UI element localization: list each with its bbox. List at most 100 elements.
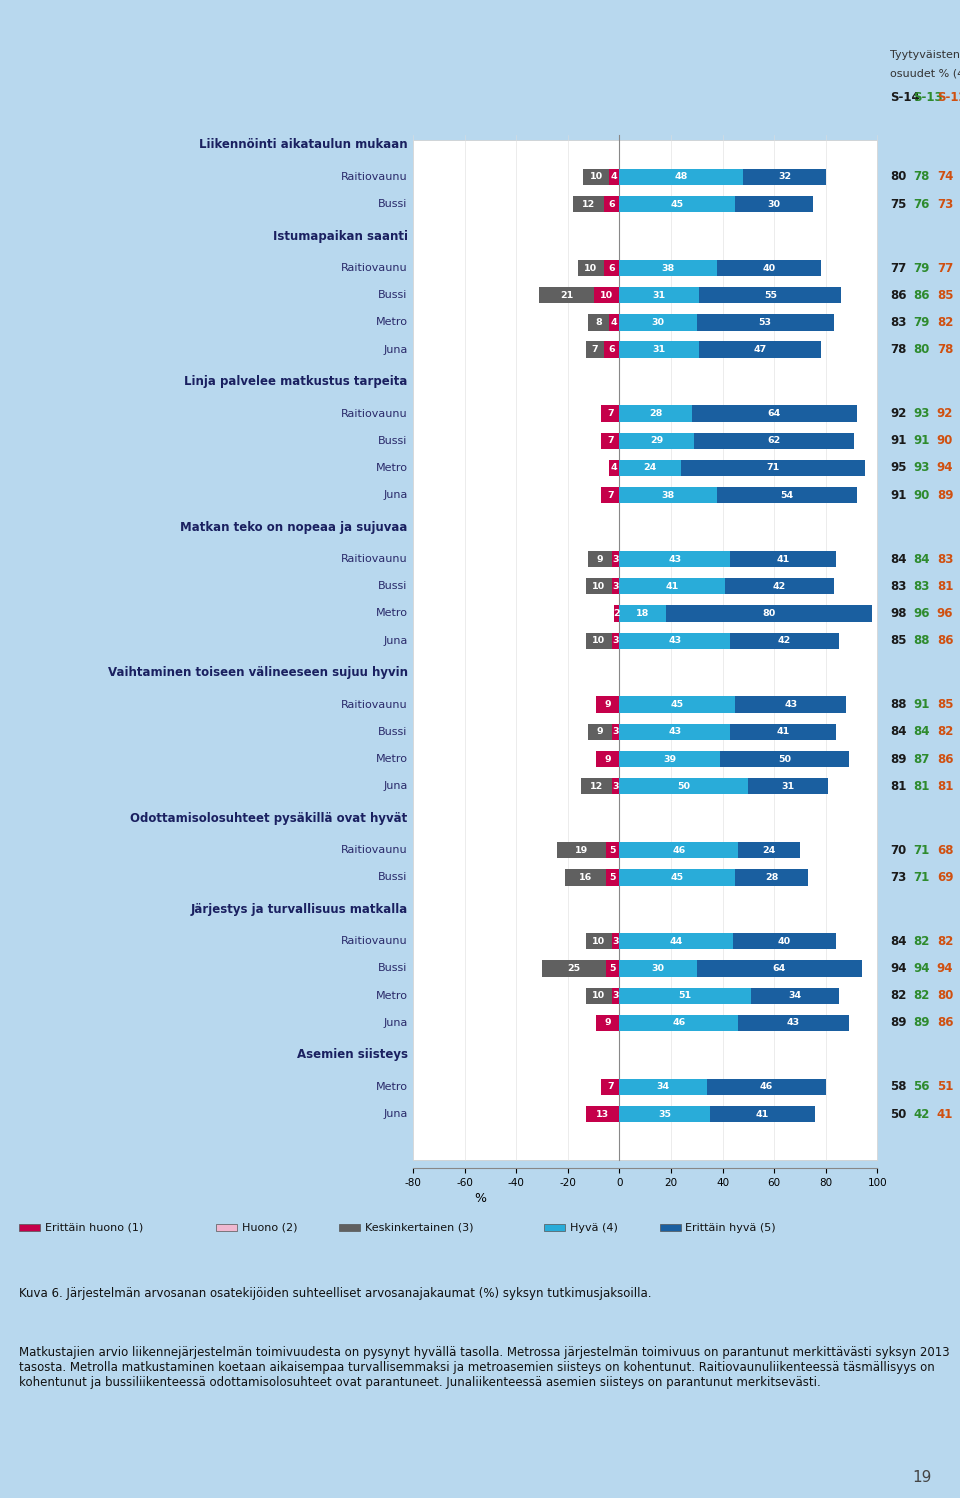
Text: 41: 41 <box>665 581 679 590</box>
Text: 80: 80 <box>762 610 776 619</box>
Text: 62: 62 <box>768 436 780 445</box>
Text: 82: 82 <box>914 989 930 1002</box>
Text: 38: 38 <box>661 491 675 500</box>
Text: 64: 64 <box>768 409 780 418</box>
Text: Metro: Metro <box>375 318 408 328</box>
Text: 5: 5 <box>610 965 616 974</box>
Bar <box>588 315 619 331</box>
Bar <box>558 842 619 858</box>
Text: S-13: S-13 <box>914 91 943 105</box>
Text: 24: 24 <box>644 463 657 472</box>
Text: 42: 42 <box>773 581 786 590</box>
Bar <box>731 724 836 740</box>
Bar <box>619 777 749 794</box>
Bar <box>619 1106 709 1122</box>
Text: 45: 45 <box>671 700 684 709</box>
Text: Vaihtaminen toiseen välineeseen sujuu hyvin: Vaihtaminen toiseen välineeseen sujuu hy… <box>108 667 408 679</box>
Bar <box>604 342 619 358</box>
Bar <box>601 406 619 422</box>
Text: Bussi: Bussi <box>378 581 408 592</box>
Text: Istumapaikan saanti: Istumapaikan saanti <box>273 229 408 243</box>
Text: 77: 77 <box>890 262 906 274</box>
Text: 42: 42 <box>914 1107 930 1121</box>
Text: 19: 19 <box>575 846 588 855</box>
Text: 31: 31 <box>781 782 795 791</box>
Bar <box>596 1014 619 1031</box>
Text: 92: 92 <box>937 407 953 419</box>
Text: 50: 50 <box>890 1107 906 1121</box>
Text: 29: 29 <box>650 436 663 445</box>
Text: 43: 43 <box>668 728 682 737</box>
Text: 10: 10 <box>592 581 605 590</box>
Text: 24: 24 <box>762 846 776 855</box>
Text: 9: 9 <box>597 554 603 563</box>
Bar <box>697 960 862 977</box>
Text: 2: 2 <box>613 610 620 619</box>
Text: Liikennöinti aikataulun mukaan: Liikennöinti aikataulun mukaan <box>199 138 408 151</box>
Text: 78: 78 <box>937 343 953 357</box>
Text: 68: 68 <box>937 843 953 857</box>
Text: 74: 74 <box>937 171 953 183</box>
Bar <box>691 406 856 422</box>
Bar <box>19 1224 40 1231</box>
Text: 81: 81 <box>937 580 953 593</box>
Text: 86: 86 <box>914 289 930 301</box>
Text: 16: 16 <box>579 873 592 882</box>
Text: 85: 85 <box>937 698 953 712</box>
Bar <box>720 750 849 767</box>
Text: Keskinkertainen (3): Keskinkertainen (3) <box>366 1222 474 1233</box>
Bar <box>604 259 619 276</box>
Text: 41: 41 <box>777 728 790 737</box>
Text: 85: 85 <box>937 289 953 301</box>
Text: 86: 86 <box>937 752 953 765</box>
Bar <box>581 777 619 794</box>
Text: 7: 7 <box>591 345 598 354</box>
Bar <box>619 551 731 568</box>
Text: 10: 10 <box>600 291 613 300</box>
Text: 83: 83 <box>937 553 953 566</box>
Text: Juna: Juna <box>383 1109 408 1119</box>
Text: 28: 28 <box>649 409 662 418</box>
Text: 91: 91 <box>914 698 930 712</box>
Bar <box>607 960 619 977</box>
Text: 69: 69 <box>937 870 953 884</box>
Bar <box>607 842 619 858</box>
Bar <box>540 288 619 304</box>
Text: 84: 84 <box>890 553 907 566</box>
Text: 3: 3 <box>612 936 619 945</box>
Bar <box>607 869 619 885</box>
Bar <box>619 933 732 950</box>
Text: 3: 3 <box>612 728 619 737</box>
Text: 7: 7 <box>607 436 613 445</box>
Text: Bussi: Bussi <box>378 963 408 974</box>
Text: 9: 9 <box>605 700 612 709</box>
Text: Metro: Metro <box>375 753 408 764</box>
Text: 91: 91 <box>914 434 930 448</box>
Text: Bussi: Bussi <box>378 199 408 210</box>
Bar <box>735 196 813 213</box>
Text: 86: 86 <box>890 289 907 301</box>
Text: 4: 4 <box>611 172 617 181</box>
Bar <box>601 487 619 503</box>
Text: 81: 81 <box>890 780 906 792</box>
Bar <box>609 460 619 476</box>
Text: Kuva 6. Järjestelmän arvosanan osatekijöiden suhteelliset arvosanajakaumat (%) s: Kuva 6. Järjestelmän arvosanan osatekijö… <box>19 1287 652 1300</box>
Text: 8: 8 <box>595 318 602 327</box>
Text: 42: 42 <box>778 637 791 646</box>
Text: Raitiovaunu: Raitiovaunu <box>341 936 408 947</box>
Bar <box>619 169 743 186</box>
Text: 45: 45 <box>671 199 684 208</box>
Text: Järjestys ja turvallisuus matkalla: Järjestys ja turvallisuus matkalla <box>190 903 408 915</box>
Bar <box>544 1224 565 1231</box>
Text: 83: 83 <box>890 580 906 593</box>
Text: 4: 4 <box>611 463 617 472</box>
Text: 79: 79 <box>914 262 930 274</box>
Bar <box>573 196 619 213</box>
Bar <box>735 697 847 713</box>
Text: 86: 86 <box>937 1017 953 1029</box>
Bar <box>586 342 619 358</box>
Bar <box>612 578 619 595</box>
Bar <box>619 960 697 977</box>
Text: 31: 31 <box>653 291 666 300</box>
Text: 10: 10 <box>585 264 597 273</box>
